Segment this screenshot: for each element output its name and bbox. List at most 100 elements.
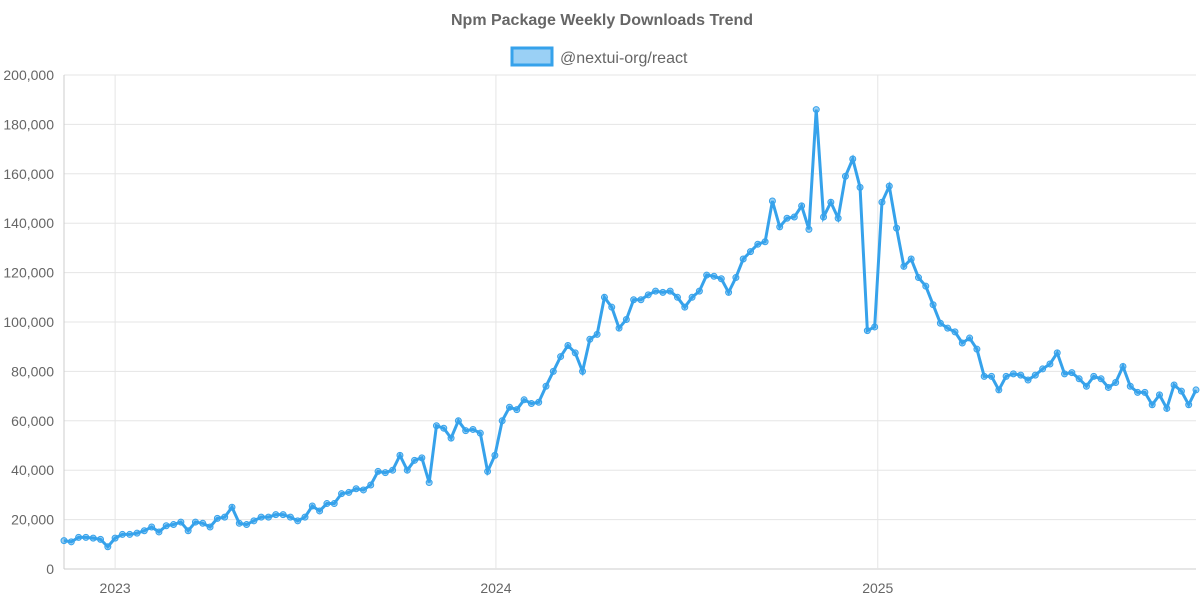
data-point	[805, 225, 813, 233]
data-point	[82, 533, 90, 541]
data-point	[1075, 375, 1083, 383]
data-point	[951, 328, 959, 336]
data-point	[776, 223, 784, 231]
data-point	[878, 198, 886, 206]
data-point	[1031, 371, 1039, 379]
data-point	[1104, 383, 1112, 391]
data-point	[936, 319, 944, 327]
data-point	[111, 534, 119, 542]
data-point	[206, 523, 214, 531]
data-point	[1141, 388, 1149, 396]
data-point	[673, 293, 681, 301]
data-point	[1126, 382, 1134, 390]
data-point	[257, 513, 265, 521]
data-point	[411, 456, 419, 464]
data-point	[754, 240, 762, 248]
data-point	[491, 451, 499, 459]
data-point	[513, 406, 521, 414]
data-point	[279, 511, 287, 519]
data-point	[97, 535, 105, 543]
data-point	[703, 271, 711, 279]
data-point	[1185, 401, 1193, 409]
data-point	[1061, 370, 1069, 378]
data-point	[118, 530, 126, 538]
data-point	[849, 155, 857, 163]
data-point	[893, 224, 901, 232]
data-point	[498, 417, 506, 425]
data-point	[768, 197, 776, 205]
data-point	[1082, 382, 1090, 390]
data-point	[264, 513, 272, 521]
data-point	[425, 479, 433, 487]
data-point	[199, 519, 207, 527]
data-point	[316, 507, 324, 515]
data-point	[717, 275, 725, 283]
data-point	[235, 519, 243, 527]
data-point	[622, 316, 630, 324]
data-point	[644, 291, 652, 299]
data-point	[389, 466, 397, 474]
y-tick-label: 200,000	[3, 67, 54, 83]
data-point	[104, 543, 112, 551]
data-point	[659, 288, 667, 296]
chart-title: Npm Package Weekly Downloads Trend	[451, 12, 753, 29]
data-point	[732, 274, 740, 282]
data-point	[1068, 369, 1076, 377]
series-line	[63, 109, 1198, 549]
y-tick-label: 140,000	[3, 215, 54, 231]
data-point	[1024, 376, 1032, 384]
data-point	[885, 182, 893, 190]
data-point	[571, 349, 579, 357]
data-point	[695, 287, 703, 295]
data-point	[1090, 372, 1098, 380]
x-tick-label: 2024	[480, 580, 511, 596]
data-point	[900, 262, 908, 270]
data-point	[914, 274, 922, 282]
data-point	[652, 287, 660, 295]
data-point	[221, 513, 229, 521]
data-point	[505, 403, 513, 411]
data-point	[1053, 349, 1061, 357]
data-point	[155, 528, 163, 536]
data-point	[944, 324, 952, 332]
data-point	[980, 372, 988, 380]
data-point	[798, 202, 806, 210]
legend-swatch[interactable]	[510, 46, 554, 67]
data-point	[564, 341, 572, 349]
data-point	[1155, 391, 1163, 399]
data-point	[184, 527, 192, 535]
legend[interactable]: @nextui-org/react	[510, 46, 688, 67]
data-point	[381, 469, 389, 477]
data-point	[1039, 365, 1047, 373]
data-point	[213, 514, 221, 522]
data-point	[1046, 360, 1054, 368]
data-point	[1112, 379, 1120, 387]
data-point	[812, 106, 820, 114]
data-point	[681, 303, 689, 311]
data-point	[520, 396, 528, 404]
y-tick-label: 160,000	[3, 166, 54, 182]
data-point	[1002, 372, 1010, 380]
data-point	[841, 172, 849, 180]
data-point	[958, 339, 966, 347]
data-point	[170, 521, 178, 529]
data-point	[600, 293, 608, 301]
data-point	[484, 467, 492, 475]
data-point	[177, 518, 185, 526]
data-point	[301, 513, 309, 521]
data-point	[1017, 371, 1025, 379]
data-point	[527, 400, 535, 408]
data-point	[1170, 381, 1178, 389]
data-point	[608, 303, 616, 311]
data-point	[148, 523, 156, 531]
data-point	[476, 429, 484, 437]
data-point	[593, 330, 601, 338]
legend-label[interactable]: @nextui-org/react	[560, 50, 688, 67]
data-point	[988, 372, 996, 380]
y-tick-label: 60,000	[11, 413, 54, 429]
data-point	[1163, 404, 1171, 412]
data-point	[374, 467, 382, 475]
data-point	[432, 422, 440, 430]
data-point	[1177, 387, 1185, 395]
data-point	[454, 417, 462, 425]
